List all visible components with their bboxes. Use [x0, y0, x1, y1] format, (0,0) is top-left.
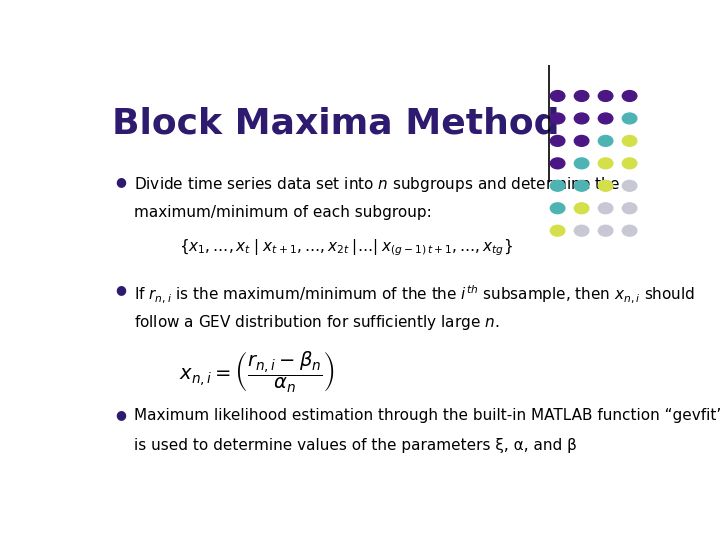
Circle shape — [550, 158, 565, 168]
Text: is used to determine values of the parameters ξ, α, and β: is used to determine values of the param… — [133, 438, 577, 453]
Circle shape — [575, 136, 589, 146]
Text: ●: ● — [115, 283, 126, 296]
Circle shape — [622, 136, 637, 146]
Text: follow a GEV distribution for sufficiently large $n$.: follow a GEV distribution for sufficient… — [133, 313, 499, 332]
Circle shape — [575, 113, 589, 124]
Text: maximum/minimum of each subgroup:: maximum/minimum of each subgroup: — [133, 205, 431, 220]
Circle shape — [598, 158, 613, 168]
Text: Block Maxima Method: Block Maxima Method — [112, 106, 560, 140]
Circle shape — [550, 91, 565, 102]
Circle shape — [598, 91, 613, 102]
Circle shape — [598, 203, 613, 214]
Circle shape — [575, 158, 589, 168]
Circle shape — [598, 136, 613, 146]
Circle shape — [622, 158, 637, 168]
Text: $x_{n,i} = \left( \dfrac{r_{n,i} - \beta_n}{\alpha_n} \right)$: $x_{n,i} = \left( \dfrac{r_{n,i} - \beta… — [179, 349, 335, 394]
Circle shape — [550, 180, 565, 191]
Circle shape — [575, 91, 589, 102]
Circle shape — [622, 180, 637, 191]
Circle shape — [550, 113, 565, 124]
Text: $\{x_1,\ldots,x_t\;|\; x_{t+1},\ldots,x_{2t}\;|\ldots|\; x_{(g-1)\,t+1},\ldots,x: $\{x_1,\ldots,x_t\;|\; x_{t+1},\ldots,x_… — [179, 238, 513, 259]
Text: ●: ● — [115, 175, 126, 188]
Text: ●: ● — [115, 408, 126, 421]
Circle shape — [622, 113, 637, 124]
Circle shape — [550, 225, 565, 236]
Circle shape — [575, 180, 589, 191]
Circle shape — [550, 136, 565, 146]
Circle shape — [622, 91, 637, 102]
Circle shape — [598, 180, 613, 191]
Circle shape — [598, 113, 613, 124]
Circle shape — [575, 225, 589, 236]
Text: If $r_{n,i}$ is the maximum/minimum of the the $i^{th}$ subsample, then $x_{n,i}: If $r_{n,i}$ is the maximum/minimum of t… — [133, 283, 695, 305]
Circle shape — [550, 203, 565, 214]
Text: Divide time series data set into $n$ subgroups and determine the: Divide time series data set into $n$ sub… — [133, 175, 620, 194]
Circle shape — [598, 225, 613, 236]
Circle shape — [622, 225, 637, 236]
Text: Maximum likelihood estimation through the built-in MATLAB function “gevfit”: Maximum likelihood estimation through th… — [133, 408, 720, 423]
Circle shape — [622, 203, 637, 214]
Circle shape — [575, 203, 589, 214]
